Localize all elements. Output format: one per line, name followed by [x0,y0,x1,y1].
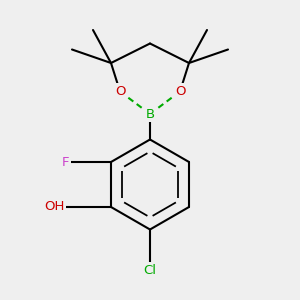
Text: B: B [146,107,154,121]
Text: OH: OH [44,200,64,214]
Text: Cl: Cl [143,264,157,277]
Text: F: F [61,155,69,169]
Text: O: O [115,85,125,98]
Text: O: O [175,85,185,98]
